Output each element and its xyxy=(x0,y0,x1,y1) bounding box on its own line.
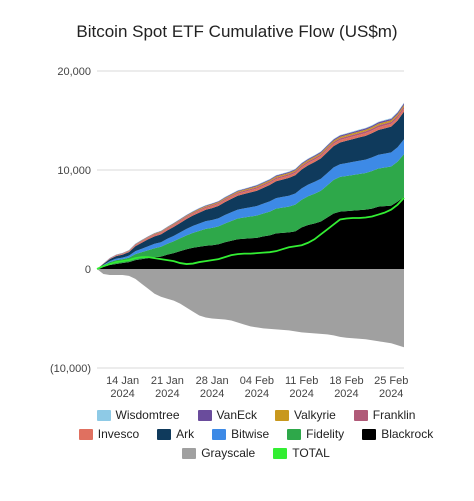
area-ark xyxy=(97,111,404,269)
x-tick-label: 14 Jan xyxy=(106,375,139,387)
legend-item-bitwise: Bitwise xyxy=(212,427,269,441)
legend-label: Blackrock xyxy=(381,427,434,441)
chart-title: Bitcoin Spot ETF Cumulative Flow (US$m) xyxy=(76,22,398,41)
x-tick-label: 18 Feb xyxy=(329,375,363,387)
area-blackrock xyxy=(97,196,404,269)
legend-swatch xyxy=(197,409,212,421)
y-tick-label: 10,000 xyxy=(57,165,91,177)
legend-swatch xyxy=(273,447,288,459)
y-tick-label: 20,000 xyxy=(57,66,91,78)
line-total xyxy=(96,197,405,270)
legend-swatch xyxy=(78,428,93,440)
legend-swatch xyxy=(362,428,377,440)
legend-item-blackrock: Blackrock xyxy=(362,427,433,441)
legend: Wisdomtree VanEck Valkyrie Franklin Invesco A… xyxy=(56,408,456,465)
x-tick-year: 2024 xyxy=(289,388,313,400)
legend-label: VanEck xyxy=(216,408,257,422)
stacked-areas xyxy=(97,102,404,348)
legend-item-grayscale: Grayscale xyxy=(182,446,255,460)
legend-swatch xyxy=(287,428,302,440)
x-tick-label: 28 Jan xyxy=(196,375,229,387)
x-tick-year: 2024 xyxy=(334,388,358,400)
legend-item-total: TOTAL xyxy=(273,446,330,460)
x-tick-label: 04 Feb xyxy=(240,375,274,387)
legend-label: Valkyrie xyxy=(294,408,336,422)
legend-item-invesco: Invesco xyxy=(78,427,140,441)
legend-item-valkyrie: Valkyrie xyxy=(275,408,336,422)
legend-swatch xyxy=(96,409,111,421)
legend-row: Wisdomtree VanEck Valkyrie Franklin xyxy=(56,408,456,422)
x-tick-year: 2024 xyxy=(379,388,403,400)
y-tick-label: 0 xyxy=(85,264,91,276)
legend-swatch xyxy=(182,447,197,459)
legend-swatch xyxy=(275,409,289,421)
x-tick-year: 2024 xyxy=(200,388,224,400)
x-tick-label: 11 Feb xyxy=(285,375,318,387)
x-tick-year: 2024 xyxy=(155,388,179,400)
legend-label: Invesco xyxy=(97,427,140,441)
y-axis-ticks: 20,000 10,000 0 (10,000) xyxy=(50,66,91,375)
x-tick-year: 2024 xyxy=(110,388,134,400)
legend-item-ark: Ark xyxy=(157,427,194,441)
legend-row: Invesco Ark Bitwise Fidelity Blackrock xyxy=(56,427,456,441)
x-tick-year: 2024 xyxy=(245,388,269,400)
area-grayscale xyxy=(97,269,404,348)
legend-item-fidelity: Fidelity xyxy=(287,427,344,441)
legend-label: Wisdomtree xyxy=(115,408,180,422)
x-tick-label: 21 Jan xyxy=(151,375,184,387)
series-lines xyxy=(96,197,405,270)
legend-label: Fidelity xyxy=(306,427,345,441)
legend-label: Bitwise xyxy=(231,427,270,441)
legend-label: TOTAL xyxy=(292,446,330,460)
legend-row: Grayscale TOTAL xyxy=(56,446,456,460)
legend-item-franklin: Franklin xyxy=(353,408,416,422)
area-bitwise xyxy=(97,139,404,269)
legend-swatch xyxy=(353,409,368,421)
legend-label: Grayscale xyxy=(201,446,256,460)
legend-swatch xyxy=(212,428,227,440)
y-tick-label: (10,000) xyxy=(50,363,91,375)
legend-swatch xyxy=(157,428,172,440)
legend-item-vaneck: VanEck xyxy=(197,408,257,422)
legend-item-wisdomtree: Wisdomtree xyxy=(96,408,180,422)
legend-label: Ark xyxy=(176,427,195,441)
legend-label: Franklin xyxy=(372,408,416,422)
x-tick-label: 25 Feb xyxy=(374,375,408,387)
